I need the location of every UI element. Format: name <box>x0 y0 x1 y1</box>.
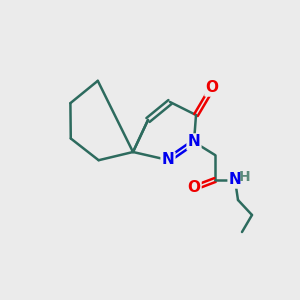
Text: O: O <box>206 80 218 95</box>
Text: O: O <box>188 181 200 196</box>
Text: N: N <box>229 172 242 188</box>
Text: N: N <box>188 134 200 149</box>
Text: N: N <box>162 152 174 167</box>
Text: H: H <box>239 170 251 184</box>
